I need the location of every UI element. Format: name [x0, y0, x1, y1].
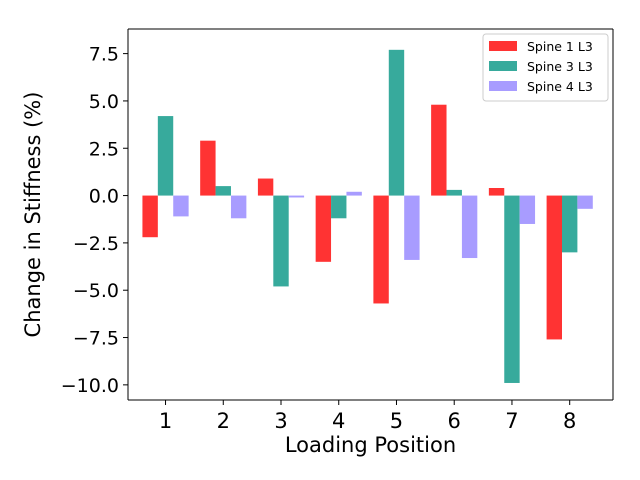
bar-2-5 [388, 49, 405, 196]
legend: Spine 1 L3 Spine 3 L3 Spine 4 L3 [482, 33, 609, 102]
bar-1-5 [373, 195, 389, 304]
x-tick-label: 8 [563, 409, 576, 433]
bar-2-8 [561, 195, 578, 253]
legend-label: Spine 3 L3 [527, 59, 593, 74]
x-tick-label: 1 [159, 409, 172, 433]
legend-label: Spine 4 L3 [527, 79, 593, 94]
bar-3-8 [577, 195, 593, 209]
x-axis-label: Loading Position [285, 433, 456, 457]
bar-1-6 [431, 104, 447, 196]
bar-1-4 [315, 195, 332, 262]
bar-1-3 [257, 178, 274, 196]
y-tick-label: 5.0 [89, 91, 119, 113]
bar-3-6 [461, 195, 478, 259]
bar-3-5 [404, 195, 420, 260]
bar-1-8 [546, 195, 562, 340]
bars-group [142, 49, 593, 383]
bar-2-2 [215, 186, 231, 196]
bar-3-4 [346, 191, 362, 196]
bar-2-3 [273, 195, 289, 287]
bar-2-6 [446, 189, 462, 196]
bar-2-1 [157, 116, 174, 196]
bar-3-3 [288, 195, 305, 198]
bar-1-2 [200, 140, 216, 196]
bar-3-7 [519, 195, 536, 224]
x-ticks-group: 1 2 3 4 5 6 7 8 [159, 400, 576, 433]
legend-swatch [489, 81, 517, 91]
x-tick-label: 5 [390, 409, 403, 433]
bar-3-2 [230, 195, 247, 219]
bar-1-1 [142, 195, 158, 238]
x-tick-label: 3 [274, 409, 287, 433]
bar-1-7 [488, 188, 505, 196]
y-tick-label: 2.5 [89, 138, 119, 160]
y-ticks-group: 7.5 5.0 2.5 0.0 −2.5 −5.0 −7.5 −10.0 [61, 44, 128, 397]
legend-swatch [489, 61, 517, 71]
legend-label: Spine 1 L3 [527, 39, 593, 54]
bar-2-7 [504, 195, 520, 383]
legend-swatch [489, 41, 517, 51]
y-tick-label: 7.5 [89, 44, 119, 66]
x-tick-label: 2 [217, 409, 230, 433]
y-tick-label: −10.0 [61, 375, 119, 397]
bar-2-4 [331, 195, 347, 219]
y-tick-label: 0.0 [89, 186, 119, 208]
y-tick-label: −7.5 [73, 328, 119, 350]
y-tick-label: −5.0 [73, 280, 119, 302]
x-tick-label: 4 [332, 409, 345, 433]
bar-3-1 [173, 195, 189, 217]
x-tick-label: 6 [448, 409, 461, 433]
x-tick-label: 7 [505, 409, 518, 433]
y-tick-label: −2.5 [73, 233, 119, 255]
y-axis-label: Change in Stiffness (%) [21, 92, 45, 338]
